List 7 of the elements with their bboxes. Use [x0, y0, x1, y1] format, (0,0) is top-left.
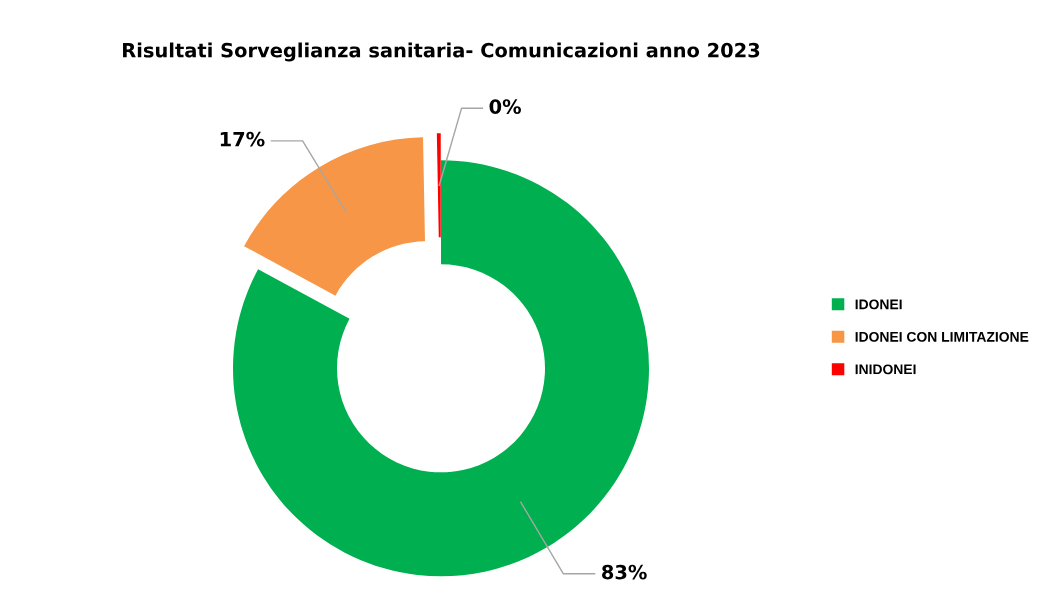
legend-label: IDONEI	[855, 299, 902, 310]
data-label: 0%	[489, 99, 521, 114]
legend-label: IDONEI CON LIMITAZIONE	[855, 331, 1029, 342]
data-label: 17%	[220, 131, 265, 147]
data-label: 83%	[602, 564, 647, 580]
chart-title: Risultati Sorveglianza sanitaria- Comunicazioni anno 2023	[123, 42, 760, 62]
legend-label: INIDONEI	[855, 364, 916, 375]
